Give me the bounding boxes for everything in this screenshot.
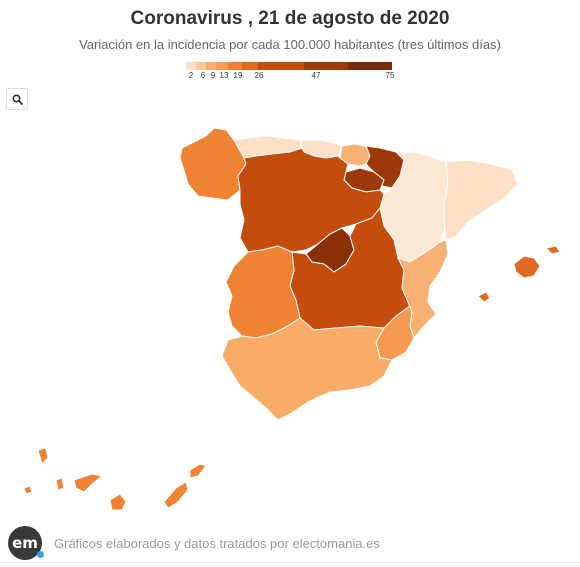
- region-canarias[interactable]: [23, 485, 33, 495]
- legend-swatch: [304, 62, 348, 70]
- divider: [0, 562, 580, 563]
- legend-swatch: [228, 62, 242, 70]
- electomania-logo: em: [8, 526, 44, 560]
- page-subtitle: Variación en la incidencia por cada 100.…: [79, 37, 501, 52]
- region-canarias[interactable]: [73, 473, 104, 493]
- legend-swatch: [242, 62, 258, 70]
- region-extremadura[interactable]: [225, 245, 301, 339]
- legend-color-bar: [186, 62, 392, 70]
- legend-tick: 19: [233, 71, 243, 80]
- region-canarias[interactable]: [163, 481, 189, 509]
- region-canarias[interactable]: [189, 463, 207, 479]
- region-baleares[interactable]: [544, 245, 561, 255]
- page-title: Coronavirus , 21 de agosto de 2020: [130, 8, 450, 29]
- legend-swatch: [216, 62, 228, 70]
- spain-map: [23, 127, 561, 511]
- legend-swatch: [348, 62, 392, 70]
- legend-tick: 13: [219, 71, 229, 80]
- region-canarias[interactable]: [55, 477, 65, 491]
- legend-tick: 6: [200, 71, 206, 80]
- magnifier-icon: [11, 93, 23, 105]
- legend-swatch: [196, 62, 206, 70]
- region-cataluna[interactable]: [443, 159, 519, 241]
- legend-tick: 2: [188, 71, 194, 80]
- legend-tick: 9: [210, 71, 216, 80]
- legend-swatch: [206, 62, 216, 70]
- region-valenciana[interactable]: [397, 239, 449, 340]
- footer: em Gráficos elaborados y datos tratados …: [8, 526, 380, 560]
- legend-swatch: [258, 62, 304, 70]
- region-andalucia[interactable]: [221, 317, 393, 421]
- region-baleares[interactable]: [513, 255, 541, 279]
- logo-dot-icon: [37, 551, 44, 558]
- legend-tick: 26: [254, 71, 264, 80]
- region-canarias[interactable]: [109, 493, 127, 511]
- legend-swatch: [186, 62, 196, 70]
- color-legend: 2 6 9 13 19 26 47 75: [186, 62, 396, 84]
- region-canarias[interactable]: [37, 447, 49, 465]
- logo-badge: em: [8, 526, 42, 560]
- region-baleares[interactable]: [477, 291, 491, 303]
- credits-text: Gráficos elaborados y datos tratados por…: [54, 535, 380, 551]
- legend-tick: 75: [385, 71, 395, 80]
- legend-tick: 47: [311, 71, 321, 80]
- region-galicia[interactable]: [179, 127, 247, 201]
- zoom-button[interactable]: [6, 88, 28, 110]
